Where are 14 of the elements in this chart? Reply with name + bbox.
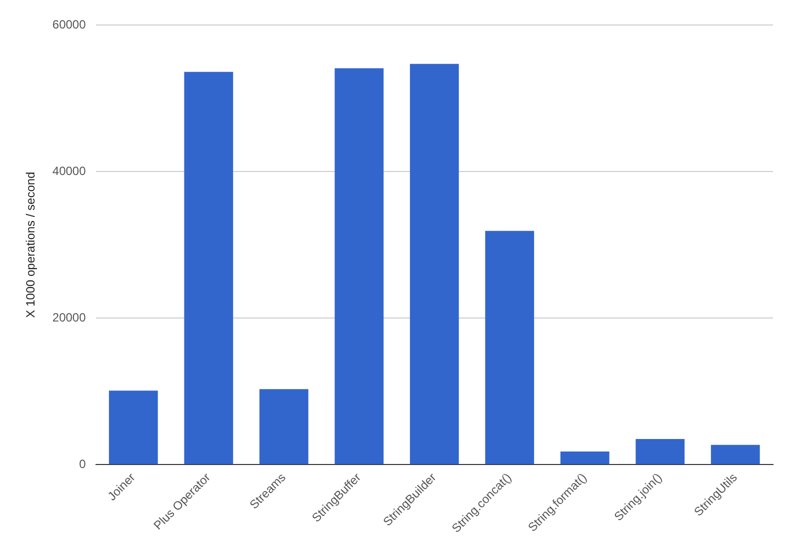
bar	[108, 390, 158, 464]
bar	[485, 230, 534, 464]
bar	[334, 68, 384, 464]
bar	[710, 444, 760, 464]
y-axis-title: X 1000 operations / second	[24, 172, 38, 318]
y-tick-label: 20000	[52, 310, 86, 324]
y-tick-label: 0	[79, 456, 86, 471]
y-tick-label: 40000	[52, 164, 86, 178]
bar	[560, 451, 610, 464]
bar	[259, 389, 308, 464]
bar	[184, 72, 234, 464]
y-tick-label: 60000	[52, 17, 86, 32]
bar	[636, 438, 685, 464]
bar	[410, 64, 459, 464]
